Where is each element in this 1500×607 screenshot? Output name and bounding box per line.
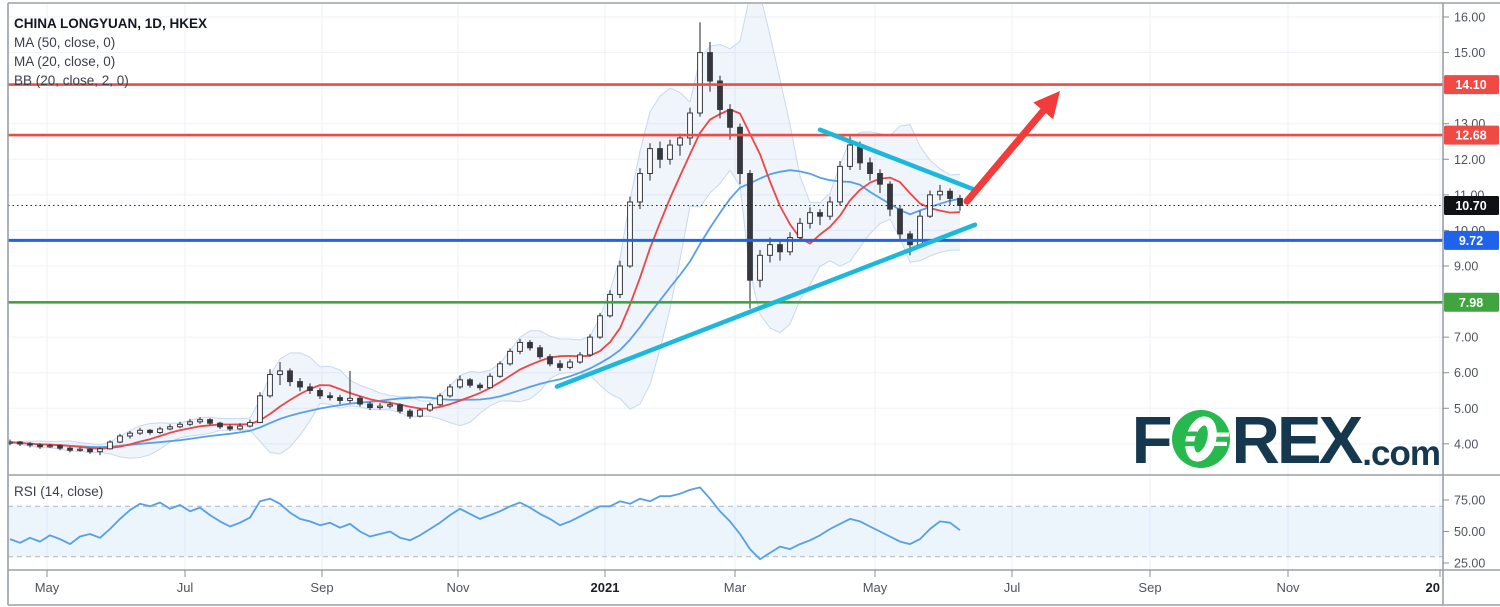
indicator-legend: CHINA LONGYUAN, 1D, HKEX MA (50, close, … bbox=[14, 14, 207, 90]
svg-text:7.00: 7.00 bbox=[1454, 331, 1478, 345]
svg-text:Sep: Sep bbox=[310, 580, 333, 595]
svg-text:16.00: 16.00 bbox=[1454, 11, 1485, 25]
svg-text:Jul: Jul bbox=[177, 580, 194, 595]
price-label-badge-12-68: 12.68 bbox=[1444, 125, 1499, 145]
svg-text:50.00: 50.00 bbox=[1454, 525, 1485, 539]
descending-trendline[interactable] bbox=[817, 127, 978, 193]
svg-text:6.00: 6.00 bbox=[1454, 366, 1478, 380]
price-label-badge-7-98: 7.98 bbox=[1444, 292, 1499, 312]
svg-text:7.98: 7.98 bbox=[1459, 296, 1483, 310]
logo-o-icon bbox=[1171, 410, 1230, 468]
indicator-bb[interactable]: BB (20, close, 2, 0) bbox=[14, 73, 129, 88]
svg-text:20: 20 bbox=[1426, 580, 1440, 595]
svg-text:2021: 2021 bbox=[591, 580, 620, 595]
svg-text:5.00: 5.00 bbox=[1454, 402, 1478, 416]
rsi-line bbox=[9, 486, 961, 561]
pane-frame bbox=[7, 2, 1500, 606]
logo-suffix: .com bbox=[1362, 433, 1441, 473]
symbol-title[interactable]: CHINA LONGYUAN, 1D, HKEX bbox=[14, 16, 208, 31]
svg-text:Nov: Nov bbox=[446, 580, 470, 595]
indicator-ma20[interactable]: MA (20, close, 0) bbox=[14, 54, 116, 69]
svg-text:Mar: Mar bbox=[724, 580, 747, 595]
logo-letter-f: F bbox=[1131, 403, 1173, 479]
svg-text:12.68: 12.68 bbox=[1455, 129, 1486, 143]
price-label-badge-9-72: 9.72 bbox=[1444, 230, 1499, 250]
svg-text:9.00: 9.00 bbox=[1454, 259, 1478, 273]
svg-text:75.00: 75.00 bbox=[1454, 494, 1485, 508]
bollinger-band bbox=[9, 4, 961, 459]
svg-text:4.00: 4.00 bbox=[1454, 437, 1478, 451]
ascending-trendline[interactable] bbox=[554, 222, 978, 389]
price-label-badge-10-70: 10.70 bbox=[1444, 196, 1499, 216]
breakout-arrow[interactable] bbox=[963, 90, 1060, 205]
svg-text:15.00: 15.00 bbox=[1454, 46, 1485, 60]
svg-text:14.10: 14.10 bbox=[1455, 78, 1486, 92]
rsi-indicator-label[interactable]: RSI (14, close) bbox=[14, 484, 104, 499]
indicator-ma50[interactable]: MA (50, close, 0) bbox=[14, 35, 116, 50]
svg-text:Nov: Nov bbox=[1276, 580, 1300, 595]
time-axis[interactable]: May Jul Sep Nov 2021 Mar May Jul Sep Nov 20 bbox=[35, 570, 1441, 595]
svg-text:25.00: 25.00 bbox=[1454, 557, 1485, 571]
logo-letters-rex: REX bbox=[1231, 403, 1364, 479]
forex-logo: F REX .com bbox=[1131, 403, 1441, 479]
svg-text:Jul: Jul bbox=[1004, 580, 1021, 595]
svg-text:9.72: 9.72 bbox=[1459, 234, 1483, 248]
price-axis[interactable]: 16.0015.0013.0012.0011.0010.009.007.006.… bbox=[1443, 11, 1485, 571]
price-label-badge-14-10: 14.10 bbox=[1444, 75, 1499, 95]
svg-text:12.00: 12.00 bbox=[1454, 153, 1485, 167]
svg-text:May: May bbox=[863, 580, 888, 595]
svg-text:Sep: Sep bbox=[1138, 580, 1161, 595]
svg-text:May: May bbox=[35, 580, 60, 595]
rsi-pane bbox=[8, 486, 1443, 561]
svg-text:10.70: 10.70 bbox=[1455, 199, 1486, 213]
candlestick-series bbox=[8, 22, 963, 456]
